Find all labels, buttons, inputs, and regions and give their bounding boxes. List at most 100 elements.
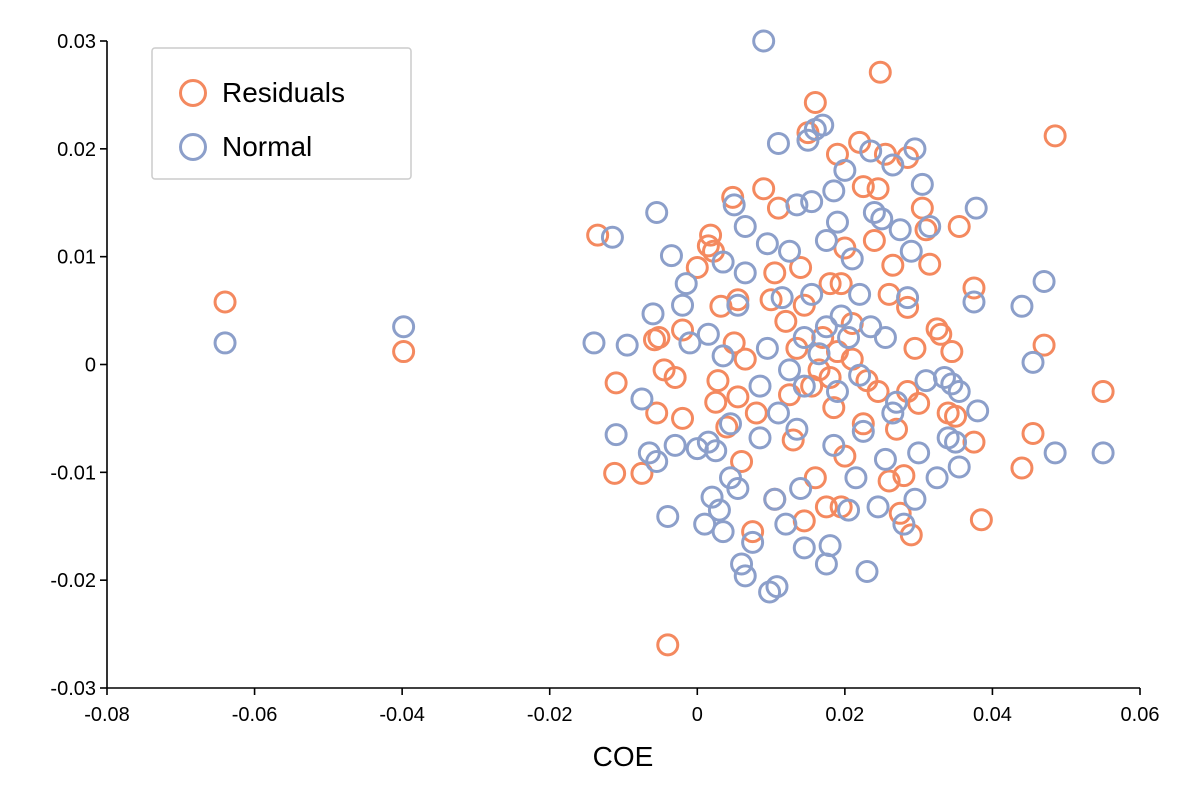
point-normal	[873, 326, 897, 350]
point-normal	[752, 29, 776, 53]
y-tick-label: -0.03	[50, 678, 96, 700]
point-residuals	[962, 276, 986, 300]
point-residuals	[781, 428, 805, 452]
point-normal	[814, 552, 838, 576]
point-normal	[630, 387, 654, 411]
point-residuals	[944, 404, 968, 428]
point-normal	[582, 331, 606, 355]
point-residuals	[1032, 333, 1056, 357]
point-normal	[851, 419, 875, 443]
point-normal	[840, 247, 864, 271]
point-normal	[896, 286, 920, 310]
point-residuals	[726, 385, 750, 409]
point-residuals	[603, 461, 627, 485]
point-normal	[899, 239, 923, 263]
point-residuals	[630, 461, 654, 485]
point-normal	[785, 417, 809, 441]
point-normal	[792, 326, 816, 350]
point-residuals	[866, 379, 890, 403]
point-normal	[829, 304, 853, 328]
point-normal	[818, 534, 842, 558]
point-normal	[859, 315, 883, 339]
point-normal	[925, 466, 949, 490]
point-normal	[763, 487, 787, 511]
point-normal	[726, 477, 750, 501]
point-normal	[800, 190, 824, 214]
point-normal	[862, 200, 886, 224]
point-normal	[964, 196, 988, 220]
point-residuals	[940, 340, 964, 364]
point-normal	[914, 369, 938, 393]
point-normal	[837, 326, 861, 350]
point-normal	[765, 575, 789, 599]
point-normal	[1021, 350, 1045, 374]
point-residuals	[1010, 456, 1034, 480]
point-normal	[600, 225, 624, 249]
point-normal	[711, 520, 735, 544]
point-residuals	[730, 450, 754, 474]
point-normal	[1091, 441, 1115, 465]
legend-marker-normal	[179, 133, 207, 161]
point-normal	[755, 232, 779, 256]
point-residuals	[1021, 422, 1045, 446]
point-residuals	[213, 290, 237, 314]
point-normal	[656, 505, 680, 529]
point-residuals	[877, 469, 901, 493]
point-residuals	[766, 196, 790, 220]
point-normal	[844, 466, 868, 490]
point-normal	[1010, 294, 1034, 318]
point-residuals	[706, 369, 730, 393]
point-normal	[733, 214, 757, 238]
x-ticks: -0.08 -0.06 -0.04 -0.02 0 0.02 0.04 0.06	[84, 688, 1159, 726]
point-normal	[789, 477, 813, 501]
point-residuals	[881, 253, 905, 277]
point-normal	[700, 485, 724, 509]
point-normal	[811, 113, 835, 137]
point-normal	[814, 228, 838, 252]
point-residuals	[778, 383, 802, 407]
point-normal	[733, 564, 757, 588]
point-normal	[918, 214, 942, 238]
point-residuals	[925, 317, 949, 341]
y-tick-label: -0.02	[50, 570, 96, 592]
point-normal	[770, 286, 794, 310]
point-normal	[659, 244, 683, 268]
point-normal	[903, 137, 927, 161]
point-normal	[932, 365, 956, 389]
legend-label-residuals: Residuals	[222, 77, 345, 108]
point-normal	[885, 390, 909, 414]
point-residuals	[914, 218, 938, 242]
point-normal	[807, 342, 831, 366]
point-normal	[792, 536, 816, 560]
point-residuals	[866, 177, 890, 201]
point-residuals	[671, 318, 695, 342]
point-normal	[910, 172, 934, 196]
point-normal	[833, 158, 857, 182]
point-residuals	[663, 365, 687, 389]
point-residuals	[896, 295, 920, 319]
point-normal	[774, 512, 798, 536]
point-normal	[778, 358, 802, 382]
point-residuals	[918, 252, 942, 276]
point-normal	[392, 315, 416, 339]
legend-label-normal: Normal	[222, 131, 312, 162]
point-normal	[881, 153, 905, 177]
point-residuals	[741, 520, 765, 544]
point-normal	[645, 200, 669, 224]
point-residuals	[1043, 124, 1067, 148]
point-normal	[814, 315, 838, 339]
point-normal	[1032, 269, 1056, 293]
point-normal	[825, 210, 849, 234]
point-residuals	[800, 374, 824, 398]
x-tick-label: 0.04	[973, 704, 1012, 726]
point-residuals	[818, 365, 842, 389]
point-residuals	[774, 309, 798, 333]
y-tick-label: 0	[85, 355, 96, 377]
point-residuals	[656, 633, 680, 657]
point-residuals	[814, 495, 838, 519]
y-tick-label: 0.01	[57, 247, 96, 269]
point-residuals	[811, 326, 835, 350]
point-normal	[903, 487, 927, 511]
point-normal	[213, 331, 237, 355]
